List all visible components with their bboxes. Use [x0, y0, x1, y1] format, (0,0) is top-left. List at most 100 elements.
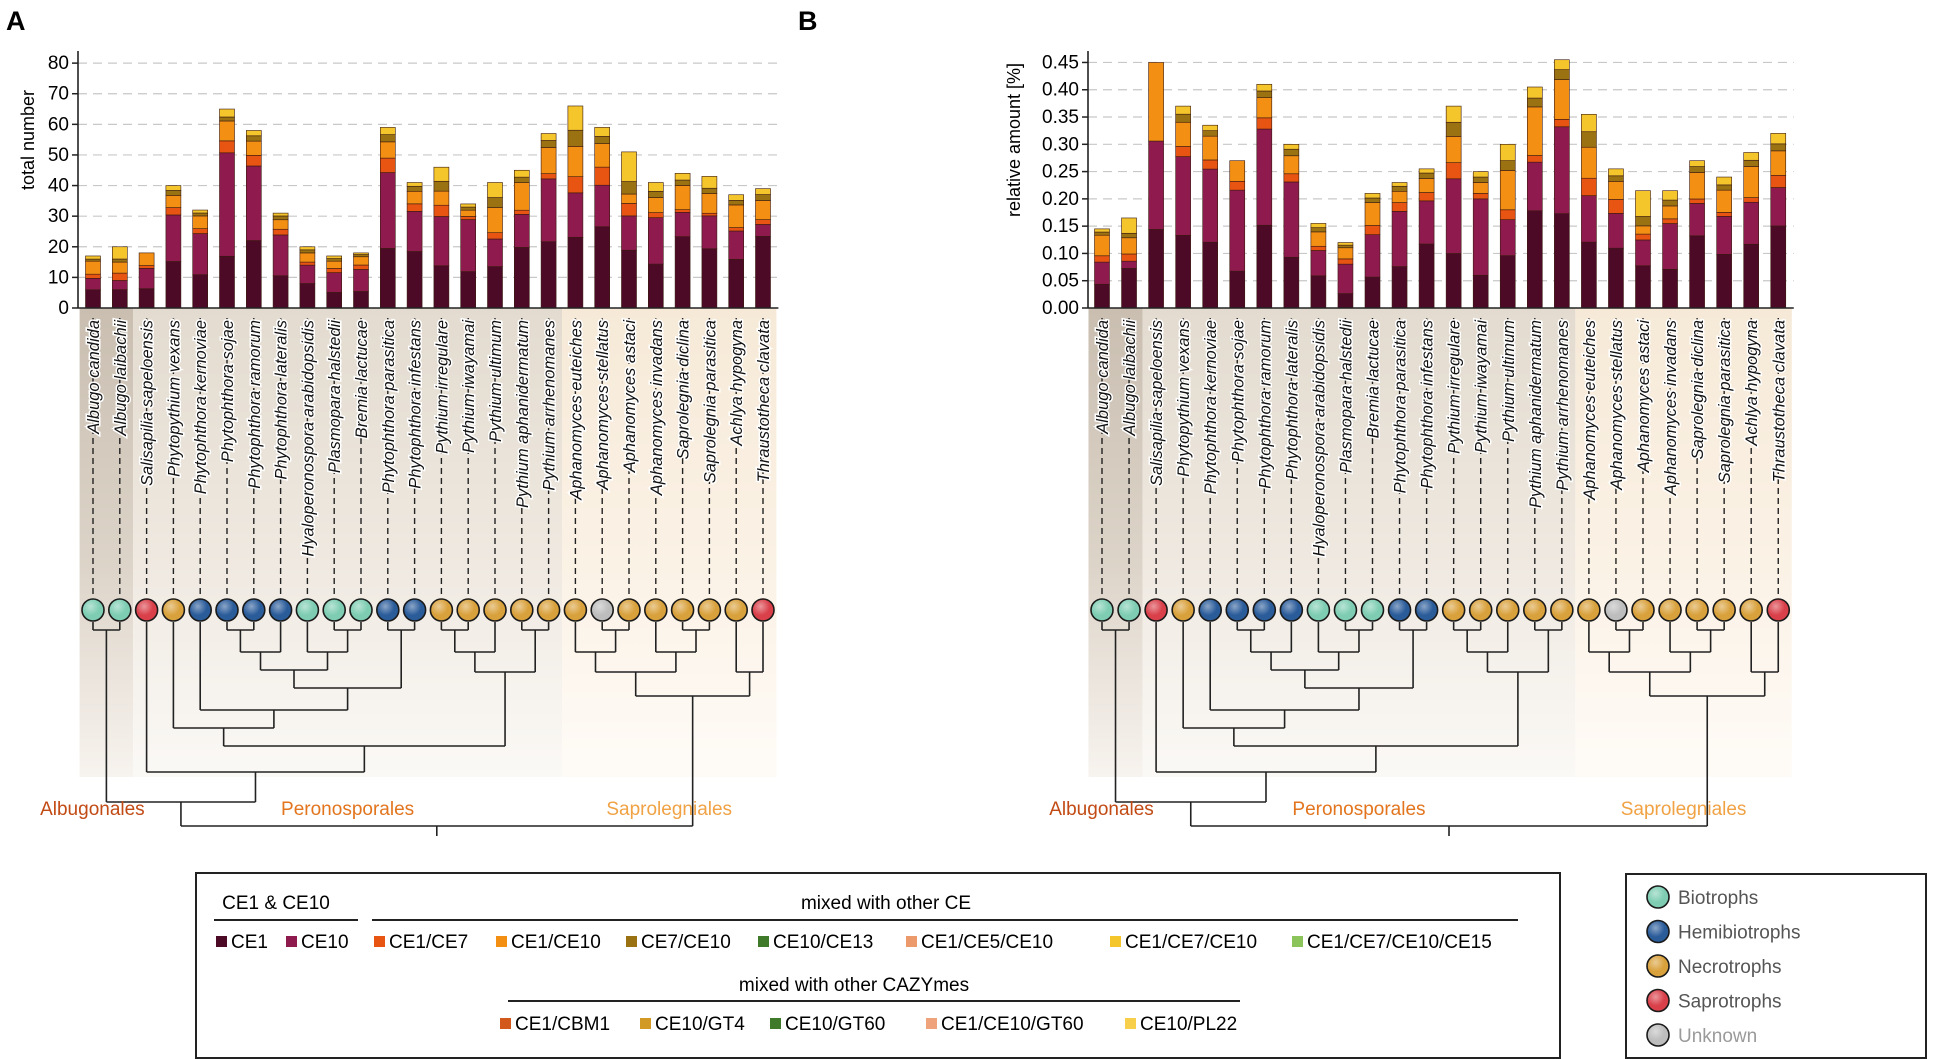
bar-segment [326, 258, 343, 262]
legend-swatch [496, 936, 507, 947]
bar-segment [1716, 189, 1732, 213]
bar-segment [1635, 239, 1651, 267]
bar-stack [567, 105, 584, 309]
bar-segment [674, 209, 691, 213]
legend-swatch [926, 1018, 937, 1029]
lifestyle-legend: Biotrophs Hemibiotrophs Necrotrophs Saprotr… [1625, 873, 1927, 1059]
bar-segment [755, 188, 771, 195]
species-label: Aphanomyces euteiches [567, 320, 585, 501]
lifestyle-legend-label: Saprotrophs [1678, 992, 1782, 1013]
bar-segment [192, 228, 208, 234]
legend-label: CE1/CE7 [389, 932, 468, 953]
legend-label: CE1/CE10/GT60 [941, 1014, 1084, 1035]
lifestyle-dot-highlight [351, 600, 371, 620]
bar-segment [540, 133, 557, 141]
species-label: Hyaloperonospora arabidopsidis [1310, 320, 1328, 557]
lifestyle-marker [242, 598, 266, 622]
y-tick-label: 0.10 [1042, 243, 1079, 264]
bar-segment [1175, 121, 1191, 147]
bar-stack [1364, 193, 1381, 309]
bar-segment [755, 224, 771, 237]
lifestyle-marker [1387, 598, 1412, 622]
bar-segment [1554, 69, 1570, 80]
lifestyle-marker [188, 598, 212, 622]
bar-segment [1499, 219, 1516, 256]
lifestyle-dot-highlight [672, 600, 693, 620]
legend-item: CE10 [286, 932, 349, 953]
bar-stack [460, 203, 477, 309]
lifestyle-dot-highlight [1524, 600, 1545, 620]
bar-segment [165, 214, 182, 262]
bar-segment [138, 268, 155, 290]
bar-segment [1635, 216, 1651, 227]
bar-segment [299, 249, 316, 254]
lifestyle-dot-highlight [1578, 600, 1599, 620]
lifestyle-dot-highlight [243, 600, 264, 620]
bar-segment [326, 292, 343, 309]
lifestyle-marker [1468, 598, 1493, 622]
bar-segment [1689, 198, 1705, 204]
bar-segment [1499, 144, 1516, 161]
bar-stack [1283, 144, 1300, 309]
bar-segment [1581, 113, 1597, 133]
bar-segment [1662, 223, 1678, 270]
bar-segment [379, 141, 396, 159]
lifestyle-dot-highlight [1443, 600, 1464, 620]
panel-a-species-labels: Albugo candida Albugo laibachii Salisapili… [84, 317, 775, 597]
bar-segment [567, 146, 584, 177]
bar-segment [85, 273, 101, 279]
legend-item: CE1/CBM1 [500, 1014, 610, 1035]
bar-segment [1256, 117, 1273, 130]
lifestyle-marker [1685, 598, 1709, 622]
legend-item: CE1/CE7/CE10/CE15 [1292, 932, 1492, 953]
bar-segment [1310, 223, 1327, 228]
bar-segment [1391, 190, 1408, 203]
bar-stack [1716, 176, 1732, 309]
bar-segment [1094, 261, 1110, 285]
lifestyle-marker [349, 598, 373, 622]
lifestyle-marker [108, 598, 132, 622]
legend-swatch [640, 1018, 651, 1029]
bar-stack [701, 176, 718, 309]
lifestyle-legend-label: Unknown [1678, 1026, 1757, 1047]
lifestyle-legend-item: Biotrophs [1646, 885, 1758, 909]
y-tick-label: 0.15 [1042, 216, 1079, 237]
bar-segment [487, 238, 503, 267]
bar-segment [1337, 293, 1354, 309]
bar-segment [1202, 124, 1218, 131]
bar-segment [1202, 168, 1218, 243]
legend-label: CE10/GT4 [655, 1014, 745, 1035]
panel-a-letter: A [6, 6, 26, 36]
bar-segment [433, 190, 450, 206]
bar-stack [1229, 160, 1246, 309]
bar-stack [1391, 182, 1408, 309]
lifestyle-dot-highlight [431, 600, 452, 620]
lifestyle-marker [509, 598, 534, 622]
legend-label: CE1/CBM1 [515, 1014, 610, 1035]
bar-segment [1499, 170, 1516, 211]
bar-segment [487, 207, 503, 234]
species-label: Salisapilia sapeloensis [1148, 320, 1166, 486]
bar-stack [513, 169, 530, 309]
bar-segment [1310, 227, 1327, 233]
bar-segment [433, 265, 450, 309]
bar-segment [1608, 247, 1624, 309]
species-label: Aphanomyces astaci [621, 319, 639, 474]
lifestyle-dot-highlight [1497, 600, 1518, 620]
order-saprolegniales: Saprolegniales [1621, 799, 1747, 820]
order-peronosporales: Peronosporales [1292, 799, 1425, 820]
lifestyle-legend-dot-highlight [1648, 1025, 1668, 1045]
bar-segment [1418, 168, 1435, 174]
bar-segment [138, 252, 155, 266]
bar-segment [1121, 232, 1137, 239]
species-label: Phytophthora parasitica [1392, 320, 1410, 493]
order-albugonales: Albugonales [40, 799, 145, 820]
lifestyle-marker [1333, 598, 1358, 622]
panel-b-phylogeny [1101, 622, 1780, 836]
bar-segment [433, 166, 450, 182]
legend-item: CE1/CE7 [374, 932, 468, 953]
bar-segment [1175, 146, 1191, 157]
bar-segment [1554, 126, 1570, 214]
legend-item: CE1/CE10/GT60 [926, 1014, 1084, 1035]
bar-segment [1608, 168, 1624, 177]
